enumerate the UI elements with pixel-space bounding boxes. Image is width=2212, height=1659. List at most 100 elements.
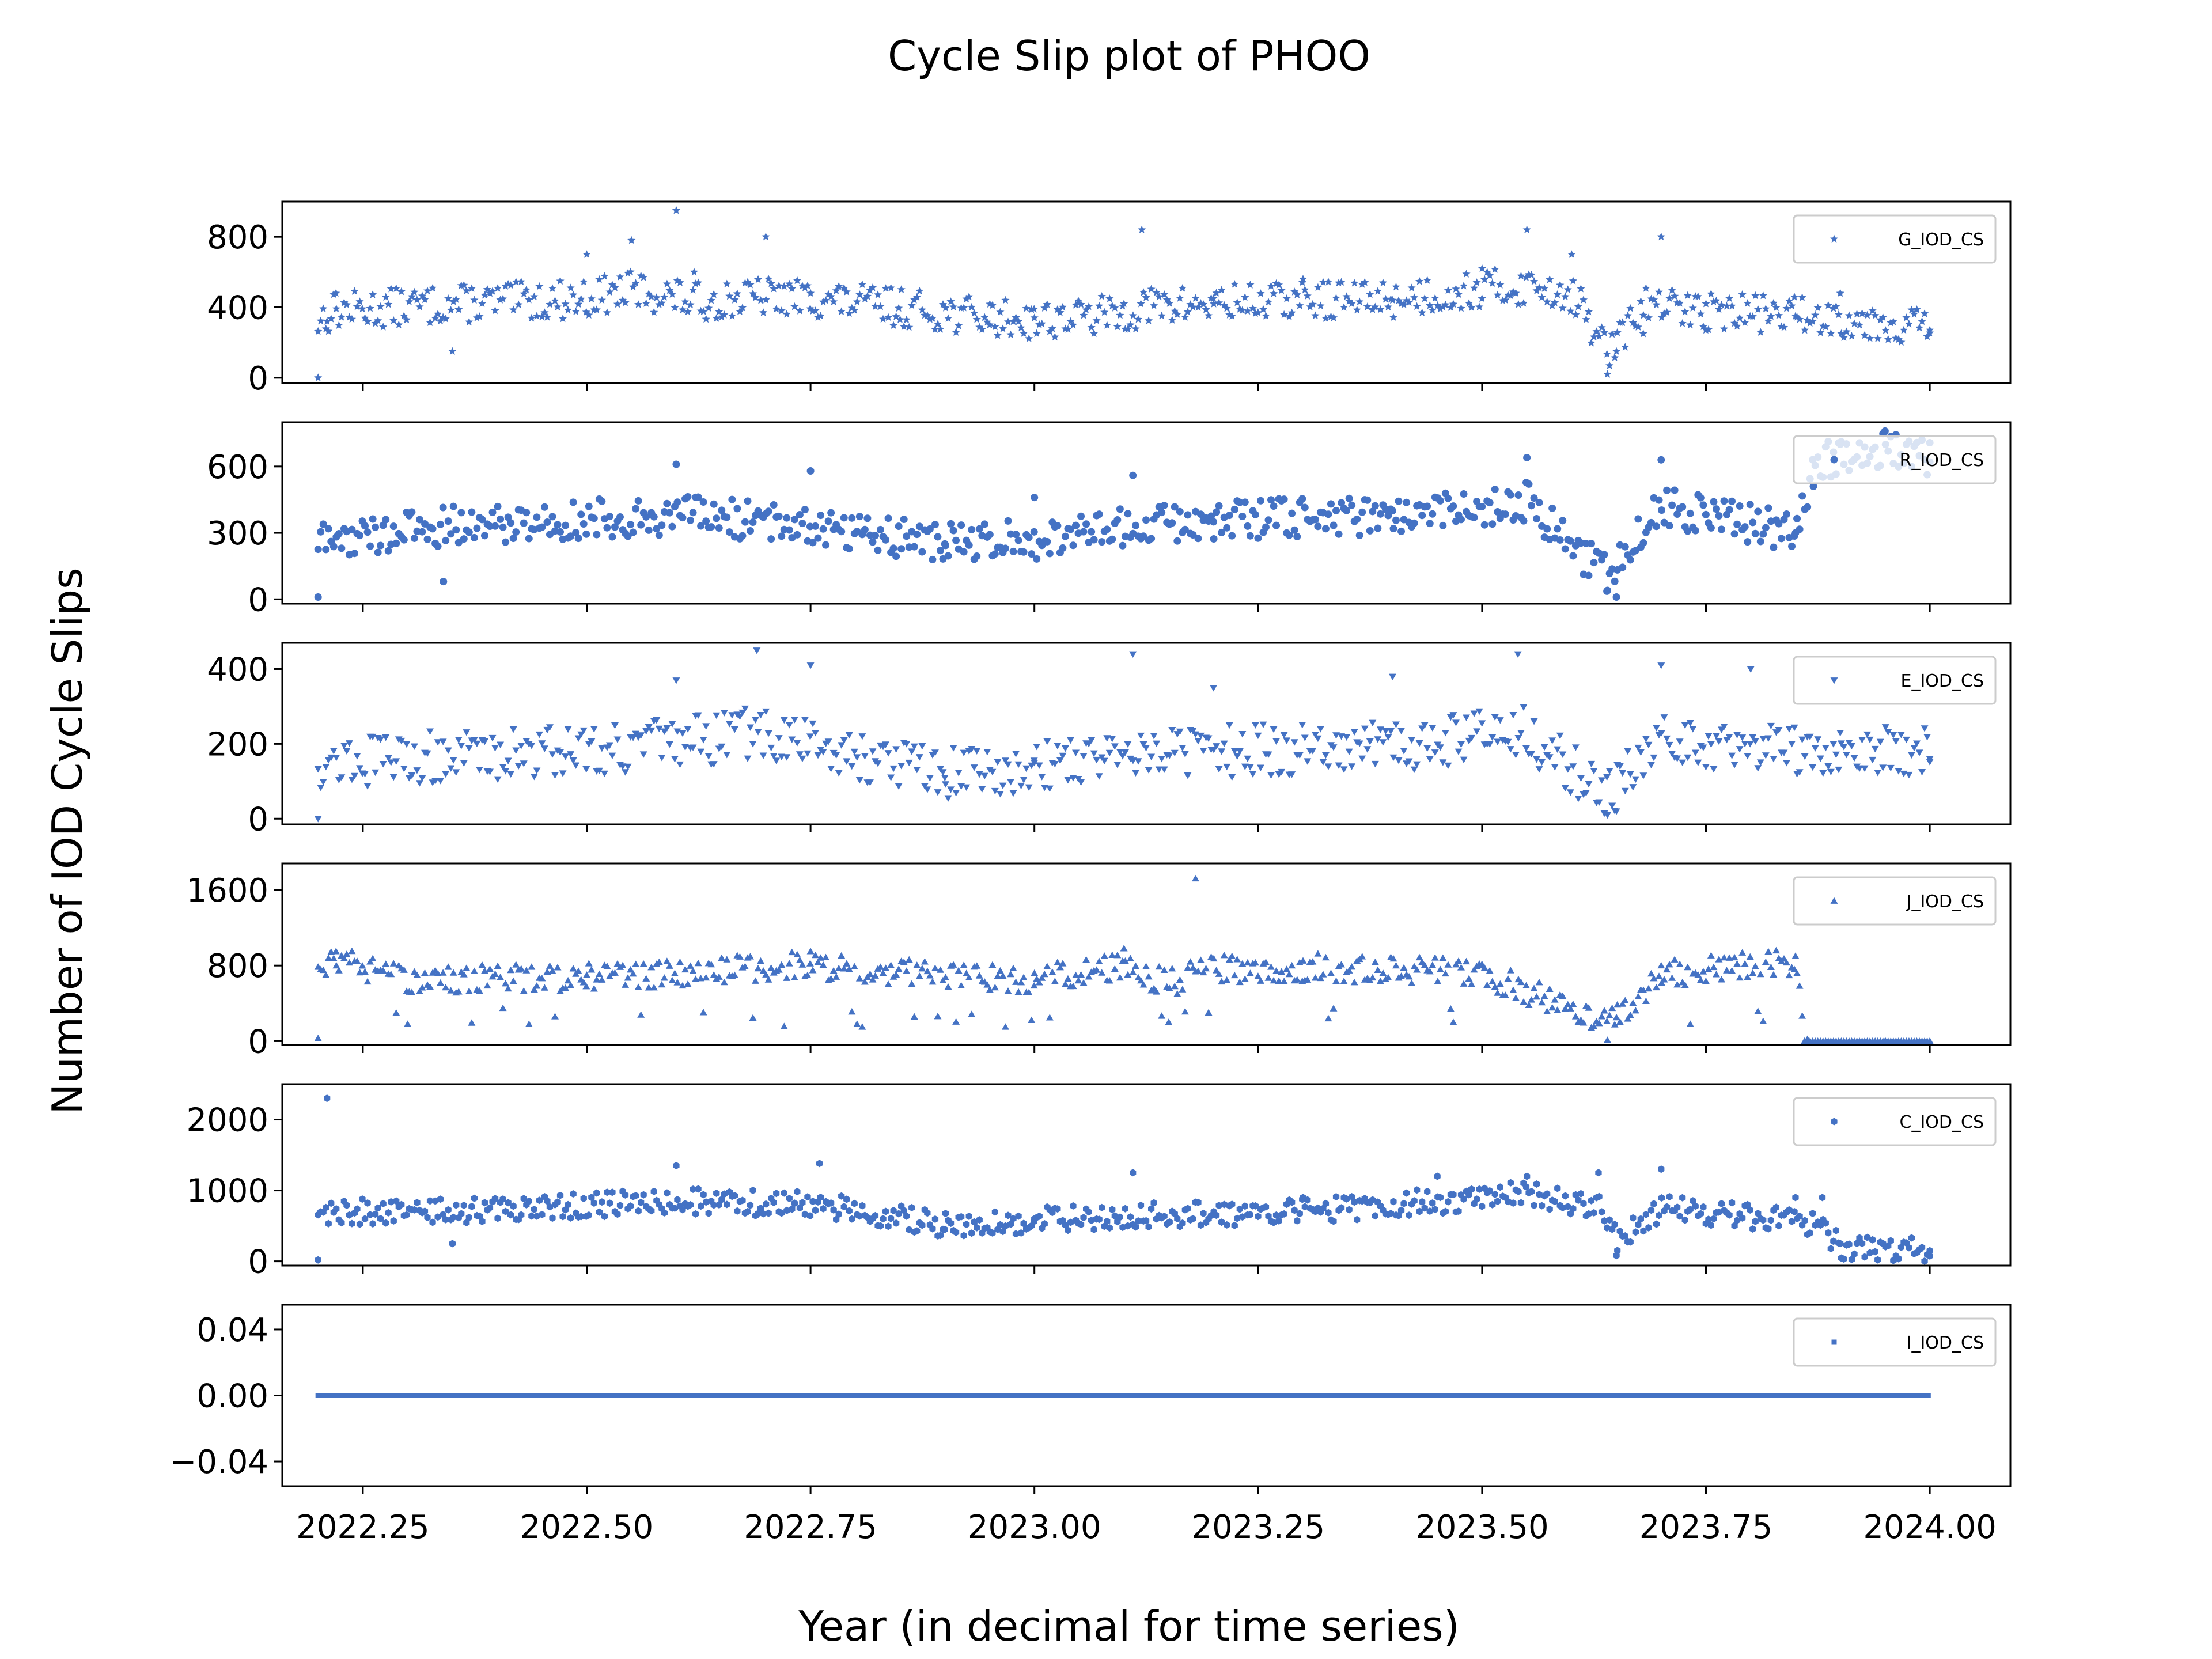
data-point	[533, 767, 541, 774]
data-point	[437, 1195, 444, 1203]
data-point	[1025, 334, 1033, 342]
data-point	[689, 744, 697, 751]
data-point	[882, 1207, 889, 1215]
data-point	[1353, 305, 1361, 314]
data-point	[767, 964, 775, 971]
data-point	[540, 745, 548, 752]
data-point	[1131, 770, 1139, 777]
data-point	[1212, 289, 1221, 297]
data-point	[1223, 976, 1231, 983]
data-point	[470, 967, 478, 974]
data-point	[1574, 795, 1582, 802]
data-point	[1548, 504, 1556, 512]
data-point	[668, 976, 676, 983]
y-tick-label: 1000	[186, 1173, 268, 1210]
data-point	[1522, 273, 1531, 281]
data-point	[1554, 1184, 1561, 1192]
data-point	[999, 972, 1007, 979]
data-point	[1665, 522, 1673, 530]
data-point	[1210, 535, 1218, 543]
data-point	[1046, 550, 1054, 558]
data-point	[590, 514, 598, 522]
data-point	[1392, 516, 1400, 524]
x-axis-label: Year (in decimal for time series)	[798, 1602, 1459, 1650]
data-point	[411, 1206, 418, 1214]
data-point	[853, 754, 861, 761]
data-point	[1229, 1200, 1236, 1209]
data-point	[382, 960, 390, 967]
data-point	[861, 753, 869, 760]
data-point	[1642, 284, 1650, 292]
data-point	[1046, 1014, 1054, 1021]
data-point	[1051, 978, 1059, 984]
data-point	[1522, 745, 1530, 752]
data-point	[441, 315, 450, 323]
data-point	[1551, 764, 1559, 771]
data-point	[374, 548, 382, 556]
data-point	[1148, 1205, 1155, 1213]
data-point	[1119, 1224, 1126, 1232]
data-point	[1296, 301, 1304, 309]
data-point	[1921, 725, 1929, 732]
data-point	[884, 514, 892, 522]
data-point	[1798, 736, 1806, 743]
data-point	[1194, 738, 1202, 745]
data-point	[1658, 729, 1666, 737]
data-point	[689, 509, 697, 517]
data-point	[1798, 1012, 1806, 1019]
data-point	[707, 960, 715, 968]
x-tick-label: 2023.50	[1415, 1509, 1549, 1546]
data-point	[1475, 708, 1483, 715]
data-point	[1215, 1202, 1222, 1210]
data-point	[809, 967, 817, 974]
data-point	[1718, 1200, 1725, 1207]
data-point	[540, 503, 548, 511]
data-point	[1275, 977, 1283, 984]
data-point	[1184, 1205, 1191, 1213]
data-point	[754, 729, 762, 736]
data-point	[1389, 955, 1397, 962]
data-point	[968, 746, 976, 753]
data-point	[1090, 750, 1098, 757]
data-point	[736, 953, 744, 960]
data-point	[561, 300, 570, 308]
data-point	[671, 756, 679, 763]
x-tick-label: 2023.75	[1639, 1509, 1773, 1546]
data-point	[556, 749, 565, 756]
data-point	[450, 1213, 457, 1221]
y-tick-label: 200	[207, 726, 268, 763]
data-point	[1673, 510, 1681, 518]
data-point	[532, 312, 541, 320]
data-point	[1162, 296, 1171, 304]
data-point	[1712, 971, 1720, 978]
data-point	[1093, 756, 1101, 764]
data-point	[355, 765, 363, 772]
data-point	[582, 530, 590, 538]
data-point	[1544, 1190, 1551, 1198]
legend-marker	[1830, 677, 1838, 684]
data-point	[705, 1209, 712, 1217]
data-point	[647, 963, 656, 971]
data-point	[1181, 1007, 1189, 1015]
data-point	[1051, 332, 1059, 341]
data-point	[1343, 1195, 1350, 1203]
data-point	[1801, 325, 1809, 334]
series-e-iod-cs	[314, 647, 1934, 823]
data-point	[645, 289, 653, 298]
data-point	[1770, 543, 1778, 551]
data-point	[599, 1198, 605, 1206]
data-point	[1225, 512, 1233, 520]
data-point	[1415, 740, 1423, 747]
data-point	[1369, 719, 1377, 726]
x-tick-label: 2024.00	[1863, 1509, 1997, 1546]
data-point	[627, 236, 636, 244]
data-point	[1087, 323, 1096, 331]
data-point	[1311, 311, 1320, 320]
data-point	[1251, 959, 1259, 966]
data-point	[687, 962, 695, 969]
data-point	[379, 760, 387, 768]
data-point	[1540, 993, 1548, 999]
data-point	[478, 961, 486, 968]
data-point	[1332, 732, 1340, 739]
